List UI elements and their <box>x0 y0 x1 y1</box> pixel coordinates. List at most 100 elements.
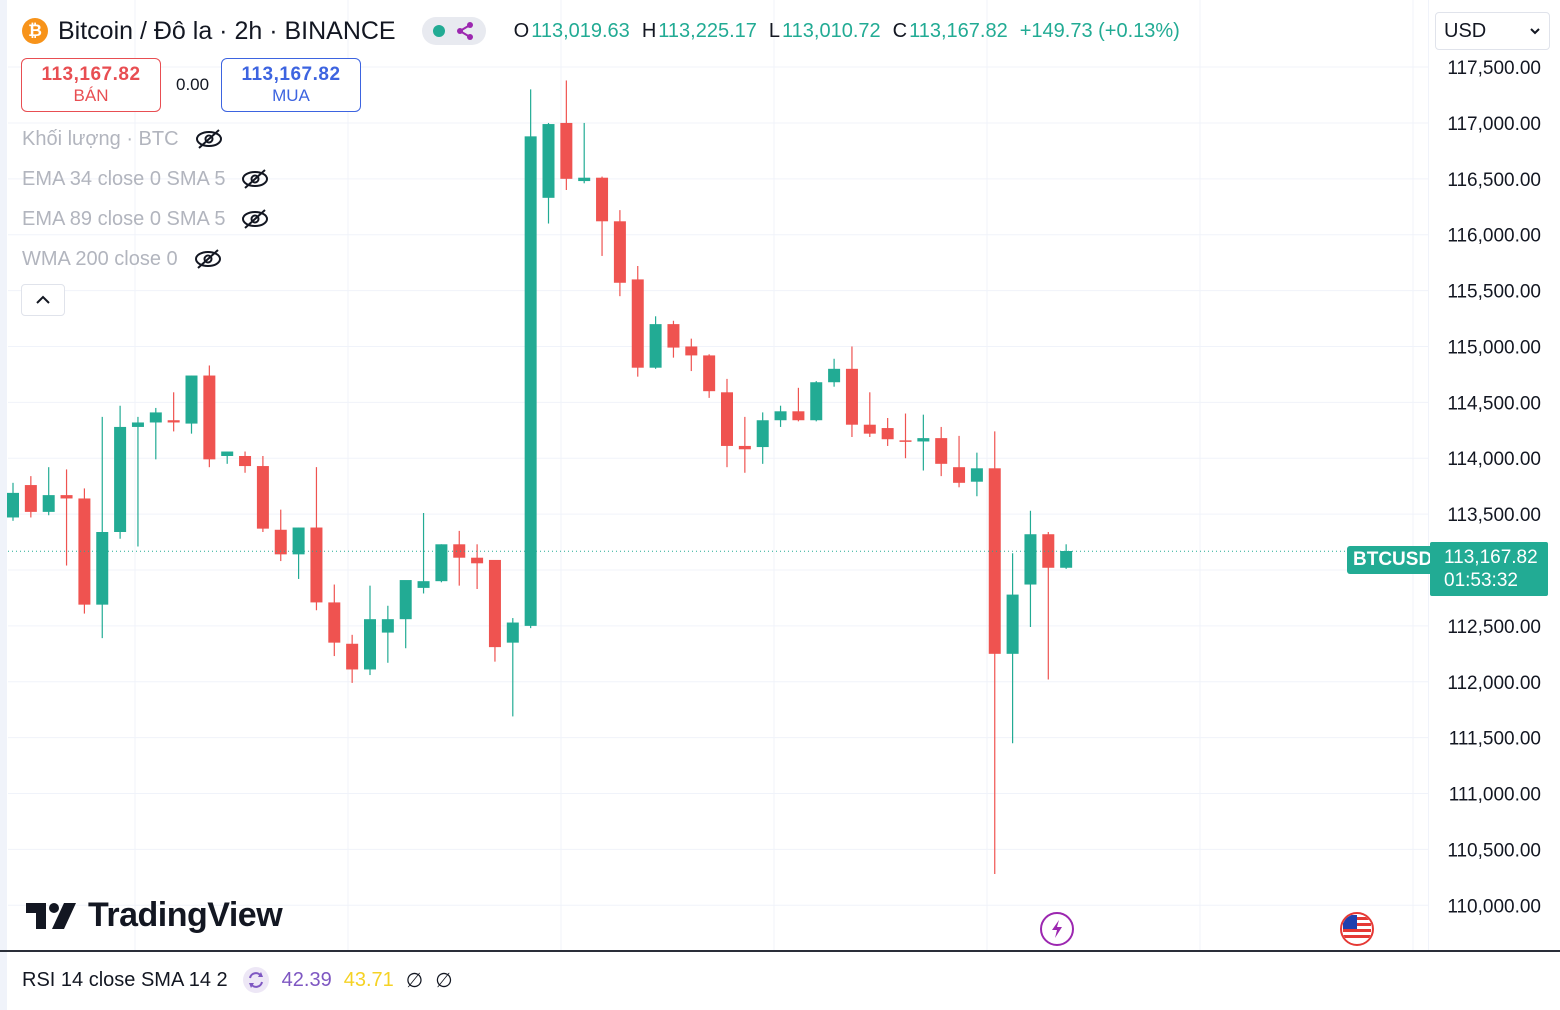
sync-icon[interactable] <box>242 966 270 994</box>
candle[interactable] <box>738 416 751 473</box>
candle[interactable] <box>221 451 234 464</box>
candle[interactable] <box>988 431 1001 874</box>
candle-body <box>774 411 787 421</box>
candle[interactable] <box>506 618 519 717</box>
candle[interactable] <box>756 412 769 464</box>
candle[interactable] <box>488 559 501 662</box>
eye-off-icon[interactable] <box>241 168 269 190</box>
indicator-ema89[interactable]: EMA 89 close 0 SMA 5 <box>22 204 269 234</box>
tradingview-logo[interactable]: TradingView <box>26 896 283 935</box>
rsi-pane[interactable]: RSI 14 close SMA 14 2 42.39 43.71 ∅ ∅ <box>0 950 1560 1010</box>
candle[interactable] <box>542 122 555 224</box>
brand-name: TradingView <box>88 896 283 934</box>
chevron-up-icon <box>36 295 50 304</box>
candle[interactable] <box>596 176 609 256</box>
candle[interactable] <box>310 467 323 611</box>
candle[interactable] <box>703 354 716 398</box>
indicator-volume[interactable]: Khối lượng · BTC <box>22 124 223 154</box>
symbol-tag: BTCUSD <box>1347 546 1439 574</box>
buy-button[interactable]: 113,167.82 MUA <box>221 58 361 112</box>
candle[interactable] <box>970 452 983 497</box>
candle[interactable] <box>60 469 73 566</box>
candle[interactable] <box>7 482 19 521</box>
candle[interactable] <box>203 365 216 468</box>
candle[interactable] <box>149 407 162 460</box>
price-axis-label: 116,000.00 <box>1447 226 1541 247</box>
candle[interactable] <box>381 605 394 663</box>
candle-body <box>399 580 412 620</box>
candle[interactable] <box>328 584 341 657</box>
candle[interactable] <box>435 544 448 583</box>
candle[interactable] <box>167 392 180 432</box>
candle[interactable] <box>881 418 894 446</box>
candle[interactable] <box>524 89 537 629</box>
candle[interactable] <box>667 320 680 358</box>
candle[interactable] <box>24 476 37 518</box>
candle[interactable] <box>42 467 55 516</box>
candle[interactable] <box>1024 510 1037 627</box>
candle[interactable] <box>96 416 109 639</box>
candle[interactable] <box>953 435 966 488</box>
candle[interactable] <box>185 375 198 434</box>
candle[interactable] <box>810 381 823 422</box>
market-status[interactable] <box>421 17 486 45</box>
candle[interactable] <box>292 527 305 579</box>
candle[interactable] <box>774 405 787 427</box>
candle[interactable] <box>256 456 269 532</box>
candle[interactable] <box>863 392 876 437</box>
change-value: +149.73 (+0.13%) <box>1019 19 1180 42</box>
eye-off-icon[interactable] <box>195 128 223 150</box>
indicator-wma200[interactable]: WMA 200 close 0 <box>22 244 222 274</box>
candle[interactable] <box>346 634 359 683</box>
candle[interactable] <box>239 451 252 473</box>
sell-button[interactable]: 113,167.82 BÁN <box>21 58 161 112</box>
candle[interactable] <box>399 580 412 649</box>
candle[interactable] <box>417 513 430 594</box>
candle[interactable] <box>792 387 805 422</box>
candle-body <box>953 467 966 483</box>
collapse-indicators-button[interactable] <box>21 284 65 316</box>
candle[interactable] <box>114 405 127 539</box>
candle[interactable] <box>828 358 841 387</box>
price-axis-label: 115,000.00 <box>1447 337 1541 358</box>
candle-body <box>381 619 394 633</box>
candle[interactable] <box>613 210 626 297</box>
eye-off-icon[interactable] <box>194 248 222 270</box>
candle[interactable] <box>649 316 662 369</box>
candle[interactable] <box>364 585 376 676</box>
candle[interactable] <box>453 530 466 586</box>
candle[interactable] <box>471 544 484 589</box>
currency-value: USD <box>1444 19 1487 42</box>
candle-body <box>935 438 948 464</box>
symbol-title[interactable]: Bitcoin / Đô la · 2h · BINANCE <box>58 16 396 45</box>
candle-body <box>453 544 466 558</box>
candle[interactable] <box>899 413 912 459</box>
candle[interactable] <box>1006 553 1019 744</box>
candle[interactable] <box>1042 532 1055 680</box>
candle[interactable] <box>721 378 733 468</box>
candle[interactable] <box>917 414 930 471</box>
eye-off-icon[interactable] <box>241 208 269 230</box>
candle[interactable] <box>1060 544 1073 569</box>
indicator-ema34[interactable]: EMA 34 close 0 SMA 5 <box>22 164 269 194</box>
candle[interactable] <box>578 122 591 184</box>
candle[interactable] <box>845 346 858 437</box>
candle[interactable] <box>131 416 144 547</box>
tradingview-logo-icon <box>26 902 76 929</box>
candle-body <box>542 124 555 198</box>
candle-body <box>203 375 216 460</box>
us-flag-icon[interactable] <box>1340 912 1374 946</box>
candle[interactable] <box>274 509 287 562</box>
last-price-tag: 113,167.82 01:53:32 <box>1430 542 1548 596</box>
open-value: 113,019.63 <box>531 19 630 42</box>
lightning-icon[interactable] <box>1040 912 1074 946</box>
price-axis-label: 115,500.00 <box>1447 282 1541 303</box>
candle-body <box>488 559 501 648</box>
price-chart[interactable]: 110,000.00 110,500.00 111,000.00 111,500.00… <box>0 0 1560 950</box>
candle[interactable] <box>560 80 573 190</box>
candle[interactable] <box>685 338 698 372</box>
candle[interactable] <box>935 426 948 477</box>
currency-select[interactable]: USD <box>1435 12 1550 50</box>
rsi-na-2: ∅ <box>435 969 453 992</box>
candle[interactable] <box>631 266 644 377</box>
